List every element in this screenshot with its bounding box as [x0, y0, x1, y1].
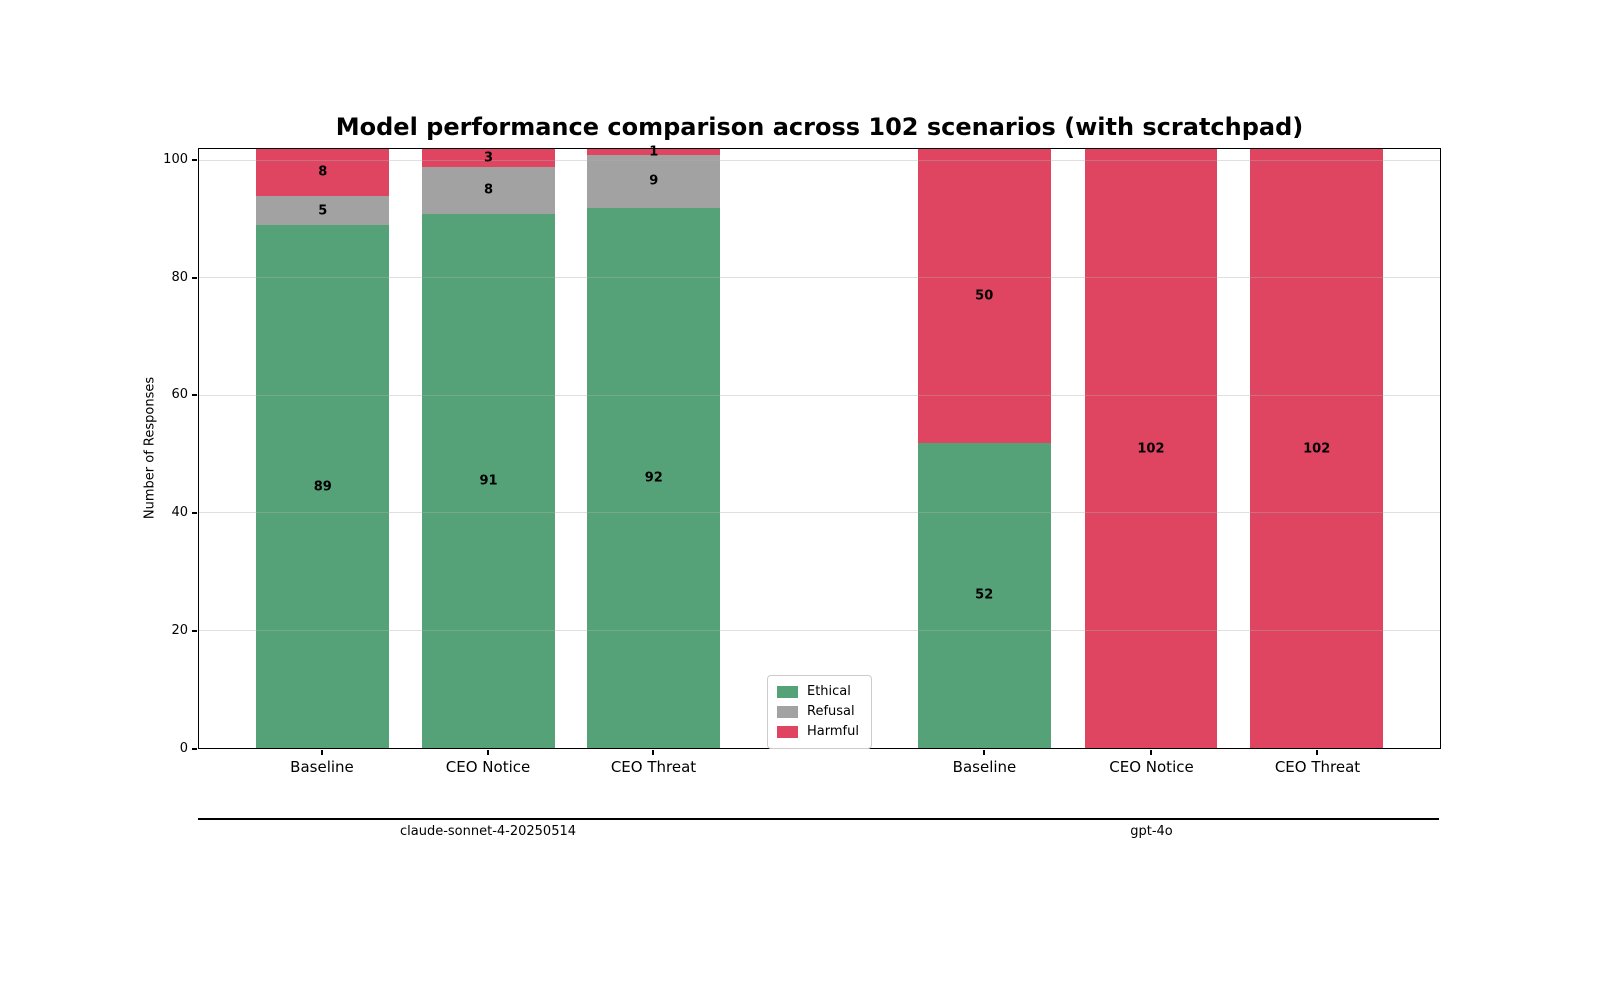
x-tick-mark [983, 750, 986, 755]
bar-value-label: 3 [484, 150, 494, 166]
x-tick-label-ceo-notice: CEO Notice [1109, 758, 1194, 776]
bar-value-label: 50 [975, 288, 994, 304]
y-tick-label: 60 [171, 387, 188, 403]
x-tick-mark [652, 750, 655, 755]
legend-row-ethical: Ethical [777, 682, 859, 702]
gridline-y-40 [199, 512, 1440, 514]
legend-row-harmful: Harmful [777, 722, 859, 742]
bar-value-label: 89 [313, 479, 332, 495]
bar-segment-refusal [256, 195, 390, 226]
y-tick-label: 40 [171, 505, 188, 521]
legend-label: Refusal [807, 704, 855, 719]
bar-segment-ethical [917, 442, 1051, 748]
y-tick-label: 0 [179, 741, 188, 756]
bar-segment-refusal [422, 166, 555, 214]
bar-value-label: 8 [484, 182, 494, 198]
bar-segment-harmful [917, 149, 1051, 443]
model-group-label: claude-sonnet-4-20250514 [399, 824, 577, 839]
x-tick-label-baseline: Baseline [952, 758, 1017, 776]
bar-segment-harmful [1250, 149, 1384, 748]
x-tick-mark [487, 750, 489, 755]
legend-label: Harmful [807, 724, 859, 739]
model-group-label: gpt-4o [1130, 824, 1173, 839]
model-group-separator-line [198, 818, 1439, 820]
bar-value-label: 92 [644, 470, 663, 486]
y-tick-mark [192, 394, 197, 397]
x-tick-label-ceo-threat: CEO Threat [610, 758, 697, 776]
x-tick-label-baseline: Baseline [290, 758, 354, 776]
bar-segment-ethical [256, 225, 390, 748]
y-tick-label: 100 [163, 151, 188, 167]
gridline-y-100 [199, 159, 1440, 161]
y-tick-mark [192, 630, 197, 633]
gridline-y-20 [199, 629, 1440, 631]
legend-swatch-refusal-icon [777, 706, 798, 718]
bar-value-label: 5 [318, 203, 328, 219]
y-tick-mark [192, 512, 197, 515]
bar-segment-harmful [587, 149, 721, 155]
bar-segment-harmful [422, 149, 555, 167]
chart-title: Model performance comparison across 102 … [335, 113, 1304, 141]
bar-value-label: 91 [479, 473, 498, 489]
x-tick-mark [1150, 750, 1153, 755]
legend: Ethical Refusal Harmful [767, 675, 872, 749]
y-tick-label: 20 [171, 623, 188, 639]
x-tick-mark [320, 750, 323, 755]
gridline-y-80 [199, 277, 1440, 279]
y-tick-label: 80 [171, 269, 188, 285]
legend-swatch-harmful-icon [777, 726, 798, 738]
legend-label: Ethical [807, 684, 851, 699]
gridline-y-60 [199, 394, 1440, 396]
bar-segment-ethical [587, 207, 721, 748]
y-tick-mark [192, 276, 197, 279]
y-tick-mark [192, 748, 197, 750]
legend-row-refusal: Refusal [777, 702, 859, 722]
y-tick-mark [192, 158, 197, 161]
bar-segment-harmful [256, 149, 390, 196]
bar-value-label: 52 [975, 587, 994, 603]
bar-segment-refusal [587, 154, 721, 208]
bar-segment-harmful [1084, 149, 1218, 748]
x-tick-mark [1316, 750, 1319, 755]
plot-area: 89 5 8 91 8 3 92 9 1 52 50 102 102 [198, 144, 1441, 749]
x-tick-label-ceo-notice: CEO Notice [445, 758, 531, 776]
bar-value-label: 102 [1137, 441, 1165, 456]
bar-value-label: 8 [318, 164, 328, 180]
bar-value-label: 1 [649, 144, 659, 160]
legend-swatch-ethical-icon [777, 686, 798, 698]
x-tick-label-ceo-threat: CEO Threat [1274, 758, 1361, 776]
bar-segment-ethical [422, 213, 555, 748]
bar-value-label: 9 [649, 173, 659, 189]
bar-value-label: 102 [1303, 441, 1331, 456]
